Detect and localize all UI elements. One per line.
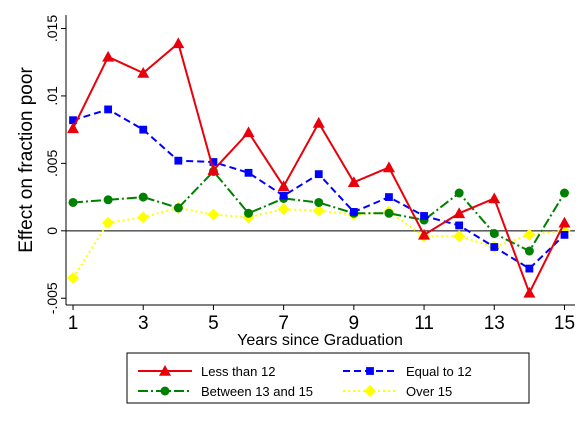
circle-marker	[244, 208, 254, 218]
legend-label: Over 15	[406, 384, 452, 399]
x-axis-ticks: 1 3 5 7 9 11 13 15	[68, 305, 575, 334]
legend-entry: Over 15	[343, 384, 452, 399]
square-marker	[209, 158, 218, 166]
y-tick-label: 0	[44, 227, 60, 235]
triangle-marker	[488, 192, 501, 204]
series-equal-to-12	[69, 105, 569, 273]
legend-entry: Less than 12	[138, 364, 275, 379]
triangle-marker	[453, 207, 466, 219]
x-tick-label: 7	[278, 313, 289, 334]
square-marker	[490, 243, 499, 251]
triangle-marker	[523, 286, 536, 298]
x-tick-label: 3	[138, 313, 149, 334]
triangle-marker	[312, 116, 325, 128]
circle-marker	[384, 208, 394, 218]
x-axis-title: Years since Graduation	[237, 332, 403, 349]
legend-label: Less than 12	[201, 364, 275, 379]
circle-marker	[454, 188, 464, 198]
triangle-marker	[102, 50, 115, 62]
square-marker	[525, 264, 534, 273]
triangle-marker	[159, 365, 171, 376]
triangle-marker	[137, 67, 150, 78]
square-marker	[455, 221, 464, 230]
series-line	[72, 169, 566, 253]
x-tick-label: 9	[349, 313, 360, 334]
x-tick-label: 5	[208, 313, 219, 334]
y-tick-label: .01	[44, 86, 60, 106]
triangle-marker	[382, 161, 395, 173]
circle-marker	[489, 229, 499, 239]
diamond-marker	[67, 272, 80, 285]
square-marker	[139, 125, 148, 134]
y-tick-label: .015	[44, 15, 60, 42]
circle-marker	[559, 188, 569, 198]
series-less-than-12	[67, 37, 571, 298]
legend-entry: Between 13 and 15	[138, 384, 313, 399]
square-marker	[174, 156, 183, 165]
circle-marker	[68, 197, 78, 207]
square-marker	[244, 168, 253, 177]
diamond-marker	[364, 385, 376, 397]
triangle-marker	[207, 164, 220, 175]
circle-marker	[314, 197, 324, 207]
square-marker	[349, 208, 358, 216]
square-marker	[366, 367, 374, 375]
x-tick-label: 13	[484, 313, 505, 334]
square-marker	[69, 116, 77, 125]
triangle-marker	[558, 216, 571, 228]
x-tick-label: 11	[414, 313, 434, 334]
diamond-marker	[453, 230, 466, 243]
square-marker	[420, 212, 428, 220]
y-tick-label: -.005	[44, 282, 60, 314]
diamond-marker	[277, 203, 290, 216]
diamond-marker	[207, 208, 220, 221]
circle-marker	[138, 192, 148, 202]
square-marker	[279, 191, 288, 200]
legend-entry: Equal to 12	[343, 364, 472, 379]
legend-label: Between 13 and 15	[201, 384, 313, 399]
legend: Less than 12 Equal to 12 Between 13 and 15…	[126, 352, 530, 404]
triangle-marker	[347, 176, 360, 188]
square-marker	[314, 170, 323, 179]
x-tick-label: 15	[554, 313, 575, 334]
y-tick-label: .005	[44, 150, 60, 177]
diamond-marker	[137, 211, 150, 224]
triangle-marker	[418, 228, 431, 240]
diamond-marker	[102, 216, 115, 229]
legend-box	[126, 352, 530, 404]
circle-marker	[103, 195, 113, 205]
triangle-marker	[67, 122, 80, 134]
diamond-marker	[523, 228, 536, 241]
circle-marker	[160, 386, 170, 396]
series-layer	[67, 37, 571, 298]
y-axis-title: Effect on fraction poor	[16, 67, 37, 253]
square-marker	[385, 193, 393, 201]
legend-label: Equal to 12	[406, 364, 472, 379]
triangle-marker	[172, 37, 185, 49]
square-marker	[560, 230, 569, 239]
circle-marker	[524, 246, 534, 256]
plot-area	[66, 15, 575, 305]
triangle-marker	[242, 126, 255, 138]
x-tick-label: 1	[68, 313, 79, 334]
circle-marker	[173, 203, 183, 213]
diamond-marker	[312, 204, 325, 217]
triangle-marker	[277, 180, 290, 192]
y-axis-ticks: -.005 0 .005 .01 .015	[44, 15, 66, 314]
square-marker	[104, 105, 113, 114]
